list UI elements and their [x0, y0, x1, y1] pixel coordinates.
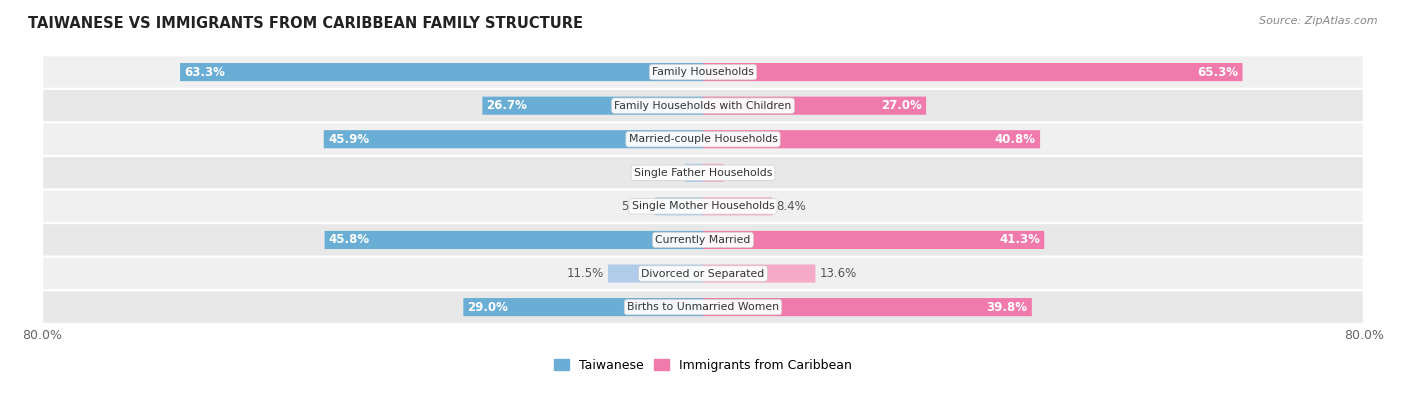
- FancyBboxPatch shape: [607, 265, 703, 282]
- Text: 45.8%: 45.8%: [329, 233, 370, 246]
- FancyBboxPatch shape: [685, 164, 703, 182]
- Text: 27.0%: 27.0%: [882, 99, 922, 112]
- FancyBboxPatch shape: [703, 130, 1040, 148]
- FancyBboxPatch shape: [42, 55, 1364, 89]
- FancyBboxPatch shape: [42, 156, 1364, 190]
- Text: 39.8%: 39.8%: [987, 301, 1028, 314]
- Text: Births to Unmarried Women: Births to Unmarried Women: [627, 302, 779, 312]
- Text: 13.6%: 13.6%: [820, 267, 856, 280]
- FancyBboxPatch shape: [703, 198, 772, 215]
- Text: 26.7%: 26.7%: [486, 99, 527, 112]
- Text: 29.0%: 29.0%: [468, 301, 509, 314]
- FancyBboxPatch shape: [464, 298, 703, 316]
- Text: Single Father Households: Single Father Households: [634, 168, 772, 178]
- Legend: Taiwanese, Immigrants from Caribbean: Taiwanese, Immigrants from Caribbean: [550, 354, 856, 377]
- FancyBboxPatch shape: [655, 198, 703, 215]
- Text: 2.2%: 2.2%: [651, 166, 681, 179]
- FancyBboxPatch shape: [42, 190, 1364, 223]
- FancyBboxPatch shape: [482, 97, 703, 115]
- FancyBboxPatch shape: [323, 130, 703, 148]
- Text: Married-couple Households: Married-couple Households: [628, 134, 778, 144]
- FancyBboxPatch shape: [42, 223, 1364, 257]
- FancyBboxPatch shape: [42, 89, 1364, 122]
- Text: 45.9%: 45.9%: [328, 133, 370, 146]
- Text: 65.3%: 65.3%: [1198, 66, 1239, 79]
- Text: 40.8%: 40.8%: [995, 133, 1036, 146]
- Text: 5.8%: 5.8%: [621, 200, 651, 213]
- FancyBboxPatch shape: [703, 63, 1243, 81]
- FancyBboxPatch shape: [703, 265, 815, 282]
- Text: Single Mother Households: Single Mother Households: [631, 201, 775, 211]
- FancyBboxPatch shape: [180, 63, 703, 81]
- Text: 11.5%: 11.5%: [567, 267, 605, 280]
- Text: 63.3%: 63.3%: [184, 66, 225, 79]
- Text: 41.3%: 41.3%: [1000, 233, 1040, 246]
- FancyBboxPatch shape: [703, 164, 724, 182]
- FancyBboxPatch shape: [703, 231, 1045, 249]
- Text: Currently Married: Currently Married: [655, 235, 751, 245]
- FancyBboxPatch shape: [42, 257, 1364, 290]
- FancyBboxPatch shape: [42, 122, 1364, 156]
- FancyBboxPatch shape: [42, 290, 1364, 324]
- Text: TAIWANESE VS IMMIGRANTS FROM CARIBBEAN FAMILY STRUCTURE: TAIWANESE VS IMMIGRANTS FROM CARIBBEAN F…: [28, 16, 583, 31]
- Text: 2.5%: 2.5%: [728, 166, 758, 179]
- FancyBboxPatch shape: [703, 97, 927, 115]
- Text: Source: ZipAtlas.com: Source: ZipAtlas.com: [1260, 16, 1378, 26]
- Text: 8.4%: 8.4%: [776, 200, 806, 213]
- FancyBboxPatch shape: [703, 298, 1032, 316]
- FancyBboxPatch shape: [325, 231, 703, 249]
- Text: Divorced or Separated: Divorced or Separated: [641, 269, 765, 278]
- Text: Family Households with Children: Family Households with Children: [614, 101, 792, 111]
- Text: Family Households: Family Households: [652, 67, 754, 77]
